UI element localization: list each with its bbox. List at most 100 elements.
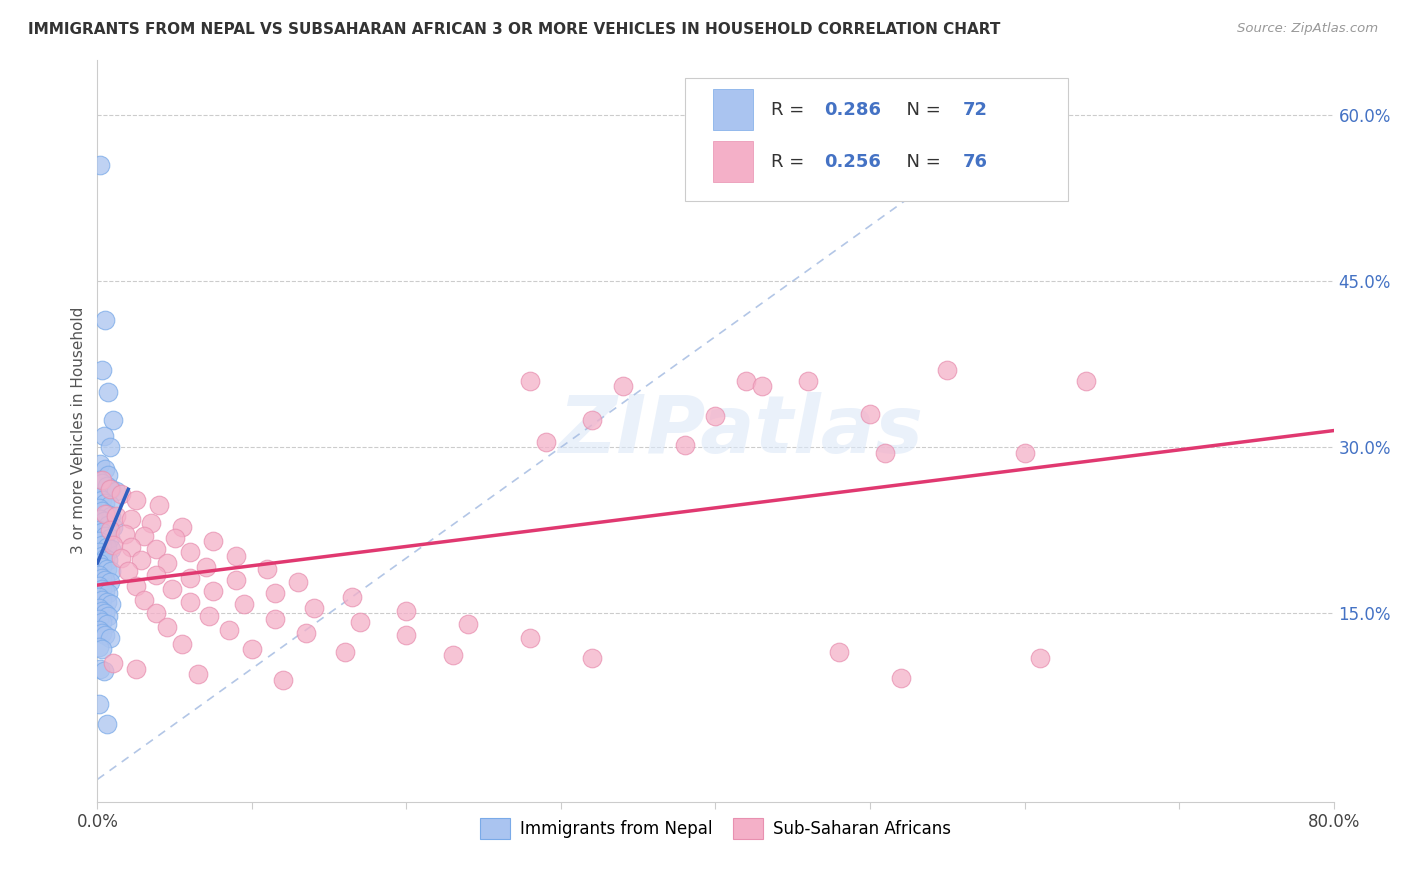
Point (187, 667, 209, 681)
Point (100, 508, 122, 523)
Point (94, 607, 117, 621)
Point (859, 407, 882, 421)
Point (225, 549, 247, 563)
Point (100, 564, 122, 578)
Text: N =: N = (894, 101, 946, 119)
Point (333, 645, 356, 659)
Point (96, 479, 118, 493)
Point (287, 575, 309, 590)
Point (519, 631, 541, 645)
Point (87, 545, 110, 559)
Point (91, 549, 114, 563)
Point (89, 512, 111, 526)
Point (1029, 650, 1052, 665)
Point (94, 584, 117, 599)
Point (91, 538, 114, 552)
Point (349, 615, 371, 630)
Point (87, 557, 110, 571)
Point (156, 619, 179, 633)
Point (101, 520, 124, 534)
Point (97, 467, 120, 482)
Point (101, 656, 124, 670)
Point (117, 564, 139, 578)
Point (87, 697, 110, 711)
FancyBboxPatch shape (685, 78, 1067, 201)
Point (295, 626, 318, 640)
Text: R =: R = (770, 153, 810, 171)
Point (91, 559, 114, 574)
Point (101, 538, 124, 552)
Point (148, 498, 170, 512)
Point (91, 641, 114, 656)
Point (101, 412, 124, 426)
Point (395, 628, 418, 642)
Text: Source: ZipAtlas.com: Source: ZipAtlas.com (1237, 22, 1378, 36)
Point (91, 604, 114, 618)
Point (94, 573, 117, 587)
Point (96, 717, 118, 731)
Point (581, 412, 603, 426)
Point (98, 523, 121, 537)
Point (141, 516, 163, 530)
Point (156, 557, 179, 571)
Legend: Immigrants from Nepal, Sub-Saharan Africans: Immigrants from Nepal, Sub-Saharan Afric… (474, 812, 957, 846)
Point (94, 313, 117, 327)
Point (120, 512, 142, 526)
Point (132, 529, 155, 543)
Point (145, 607, 167, 621)
Point (457, 617, 479, 632)
Point (828, 645, 851, 659)
Point (673, 438, 696, 452)
Text: 72: 72 (963, 101, 988, 119)
FancyBboxPatch shape (713, 141, 752, 182)
Point (97, 586, 120, 600)
Point (256, 562, 278, 576)
Point (125, 493, 148, 508)
Point (264, 586, 287, 600)
Point (218, 623, 240, 637)
Point (179, 545, 201, 559)
Point (751, 379, 773, 393)
Point (94, 628, 117, 642)
Point (97, 553, 120, 567)
Point (96, 562, 118, 576)
Point (93, 515, 115, 529)
Point (91, 593, 114, 607)
Point (87, 567, 110, 582)
Point (145, 542, 167, 557)
Point (172, 520, 194, 534)
Point (264, 612, 287, 626)
Point (87, 501, 110, 516)
Point (87, 474, 110, 488)
Point (704, 409, 727, 424)
Point (87, 523, 110, 537)
Point (441, 648, 464, 663)
Point (125, 579, 148, 593)
Point (519, 374, 541, 388)
Point (91, 475, 114, 490)
Point (735, 374, 758, 388)
Text: N =: N = (894, 153, 946, 171)
Point (87, 600, 110, 615)
Point (94, 462, 117, 476)
Point (96, 507, 118, 521)
Point (160, 582, 183, 596)
Point (890, 671, 912, 685)
Point (91, 571, 114, 585)
Point (98, 498, 121, 512)
Point (96, 595, 118, 609)
Point (240, 641, 263, 656)
Point (87, 579, 110, 593)
Point (98, 483, 121, 497)
Point (534, 434, 557, 449)
Point (87, 612, 110, 626)
Point (91, 362, 114, 376)
Point (342, 590, 364, 604)
Point (1076, 374, 1098, 388)
Point (91, 525, 114, 540)
Point (233, 598, 256, 612)
Text: ZIPatlas: ZIPatlas (558, 392, 922, 469)
Point (91, 582, 114, 596)
Point (179, 595, 201, 609)
Point (179, 571, 201, 585)
